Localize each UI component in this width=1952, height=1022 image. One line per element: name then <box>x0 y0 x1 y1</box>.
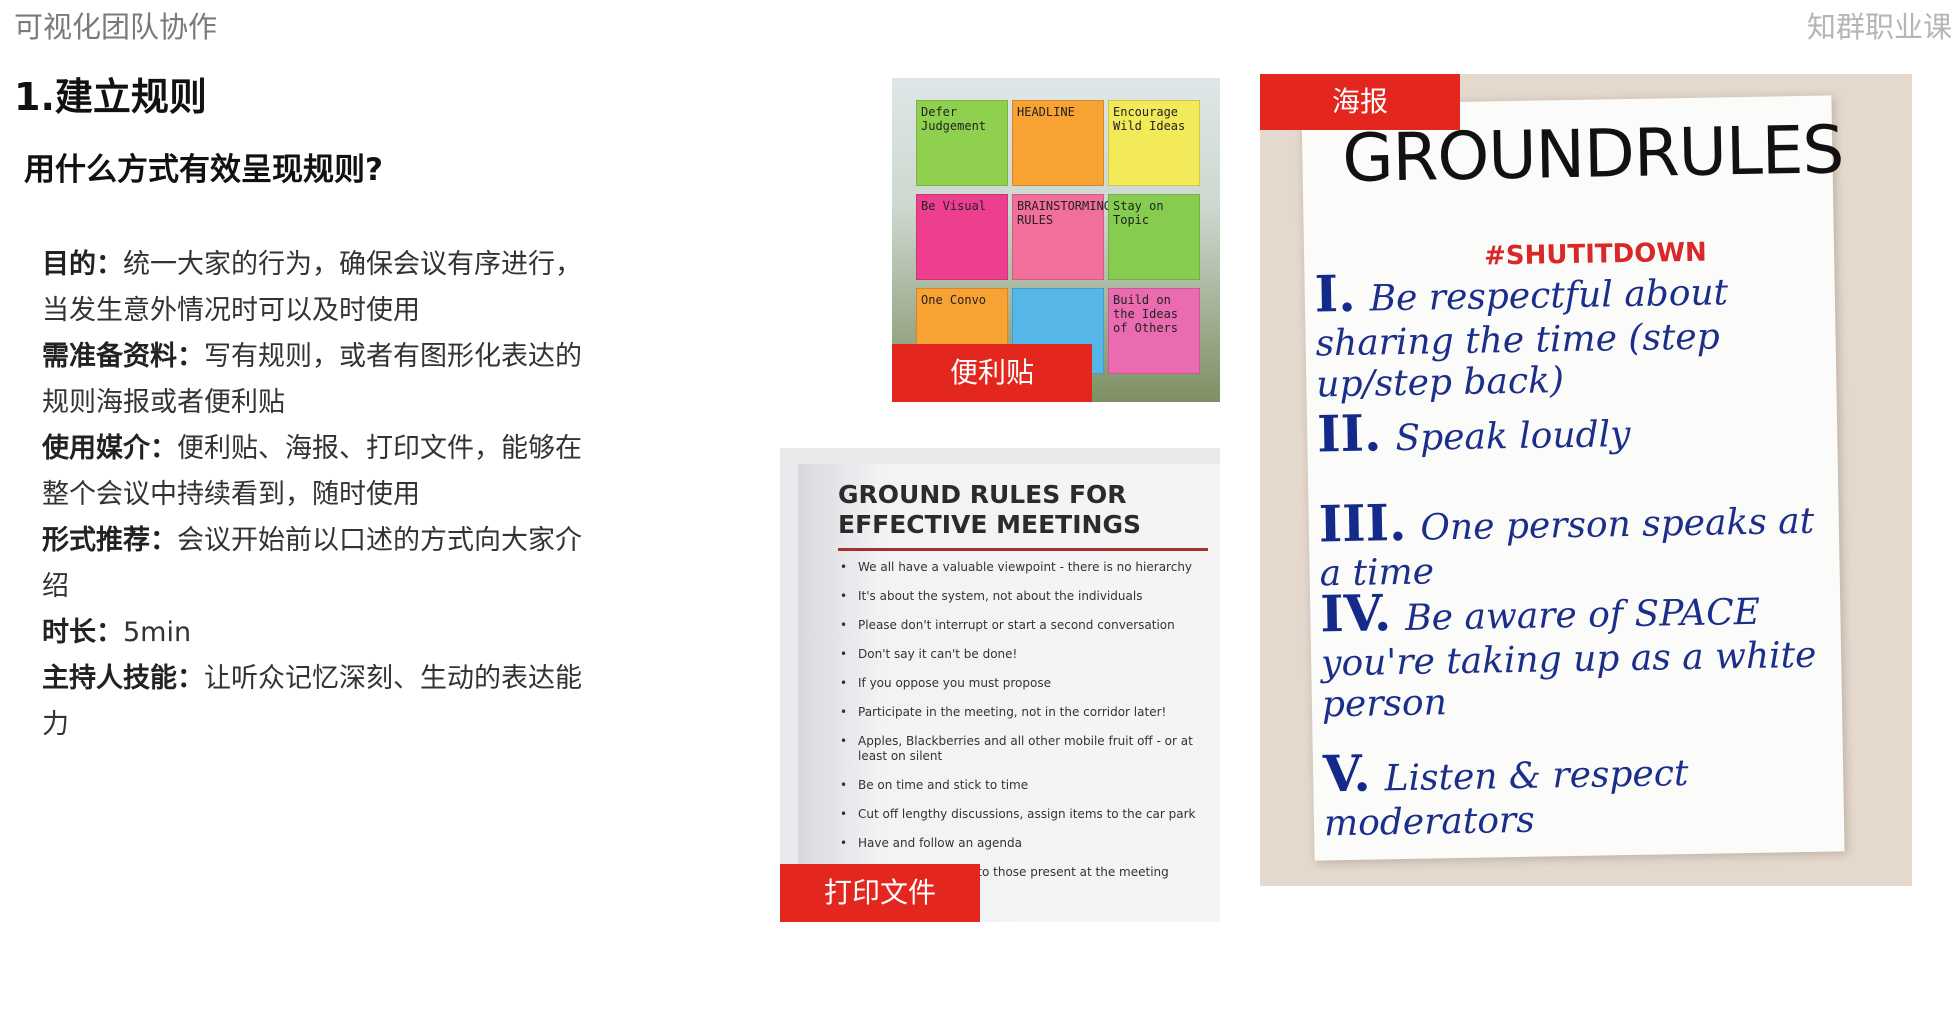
poster-rule-text: Be respectful about sharing the time (st… <box>1315 272 1729 406</box>
header-course-title: 可视化团队协作 <box>14 10 218 44</box>
item-duration: 时长：5min <box>42 610 602 656</box>
print-rule-list: We all have a valuable viewpoint - there… <box>838 560 1218 894</box>
tag-poster: 海报 <box>1260 74 1460 130</box>
poster-rule-number: II. <box>1316 403 1382 464</box>
sticky-note: Be Visual <box>916 194 1008 280</box>
header-brand: 知群职业课 <box>1806 10 1952 44</box>
section-subtitle: 用什么方式有效呈现规则? <box>24 152 383 188</box>
print-heading-line-1: GROUND RULES FOR <box>838 480 1127 509</box>
sticky-notes-photo: Defer Judgement HEADLINE Encourage Wild Id… <box>892 78 1220 402</box>
item-text: 让听众记忆深刻、生动的表达能力 <box>42 663 582 740</box>
item-text: 5min <box>123 617 192 648</box>
print-rule-item: Participate in the meeting, not in the c… <box>838 705 1218 720</box>
print-rule-item: If you oppose you must propose <box>838 676 1218 691</box>
item-label: 使用媒介： <box>42 433 177 464</box>
poster-photo: GROUNDRULES #SHUTITDOWN I. Be respectful … <box>1260 74 1912 886</box>
print-heading-line-2: EFFECTIVE MEETINGS <box>838 510 1141 539</box>
sticky-note: Defer Judgement <box>916 100 1008 186</box>
poster-rule-line: IV. Be aware of SPACE you're taking up as… <box>1320 575 1842 725</box>
poster-rule-number: III. <box>1318 492 1407 554</box>
item-text: 便利贴、海报、打印文件，能够在整个会议中持续看到，随时使用 <box>42 433 582 510</box>
print-divider <box>838 548 1208 551</box>
tag-print: 打印文件 <box>780 864 980 922</box>
item-label: 需准备资料： <box>42 341 204 372</box>
sticky-note: Build on the Ideas of Others <box>1108 288 1200 374</box>
item-text: 会议开始前以口述的方式向大家介绍 <box>42 525 582 602</box>
print-rule-item: Please don't interrupt or start a second… <box>838 618 1218 633</box>
printed-rules-photo: GROUND RULES FOR EFFECTIVE MEETINGS We a… <box>780 448 1220 922</box>
item-label: 时长： <box>42 617 123 648</box>
sticky-note: HEADLINE <box>1012 100 1104 186</box>
item-materials: 需准备资料：写有规则，或者有图形化表达的规则海报或者便利贴 <box>42 334 602 426</box>
print-heading: GROUND RULES FOR EFFECTIVE MEETINGS <box>838 480 1141 540</box>
description-block: 目的：统一大家的行为，确保会议有序进行，当发生意外情况时可以及时使用 需准备资料… <box>42 242 602 748</box>
sticky-note: Encourage Wild Ideas <box>1108 100 1200 186</box>
item-purpose: 目的：统一大家的行为，确保会议有序进行，当发生意外情况时可以及时使用 <box>42 242 602 334</box>
poster-paper: GROUNDRULES #SHUTITDOWN I. Be respectful … <box>1301 95 1845 861</box>
poster-rule-text: Be aware of SPACE you're taking up as a … <box>1320 591 1817 726</box>
tag-sticky: 便利贴 <box>892 344 1092 402</box>
item-label: 形式推荐： <box>42 525 177 556</box>
poster-rule-number: V. <box>1322 743 1372 804</box>
item-media: 使用媒介：便利贴、海报、打印文件，能够在整个会议中持续看到，随时使用 <box>42 426 602 518</box>
item-label: 目的： <box>42 249 123 280</box>
print-rule-item: Cut off lengthy discussions, assign item… <box>838 807 1218 822</box>
poster-rule-number: IV. <box>1319 583 1392 644</box>
printed-sheet: GROUND RULES FOR EFFECTIVE MEETINGS We a… <box>798 464 1220 922</box>
section-title: 1.建立规则 <box>14 75 207 119</box>
sticky-note: BRAINSTORMING RULES <box>1012 194 1111 280</box>
print-rule-item: Be on time and stick to time <box>838 778 1218 793</box>
item-text: 统一大家的行为，确保会议有序进行，当发生意外情况时可以及时使用 <box>42 249 582 326</box>
print-rule-item: Have and follow an agenda <box>838 836 1218 851</box>
item-skill: 主持人技能：让听众记忆深刻、生动的表达能力 <box>42 656 602 748</box>
poster-rule-number: I. <box>1314 263 1357 324</box>
print-rule-item: It's about the system, not about the ind… <box>838 589 1218 604</box>
poster-rule-line: V. Listen & respect moderators <box>1322 735 1845 845</box>
sticky-note: Stay on Topic <box>1108 194 1200 280</box>
item-label: 主持人技能： <box>42 663 204 694</box>
poster-rule-line: I. Be respectful about sharing the time (… <box>1314 255 1836 406</box>
item-text: 写有规则，或者有图形化表达的规则海报或者便利贴 <box>42 341 582 418</box>
print-rule-item: Don't say it can't be done! <box>838 647 1218 662</box>
print-rule-item: We all have a valuable viewpoint - there… <box>838 560 1218 575</box>
item-format: 形式推荐：会议开始前以口述的方式向大家介绍 <box>42 518 602 610</box>
poster-rule-text: Listen & respect moderators <box>1323 753 1689 845</box>
poster-rule-text: Speak loudly <box>1395 413 1631 460</box>
print-rule-item: Apples, Blackberries and all other mobil… <box>838 734 1218 764</box>
poster-rule-line: II. Speak loudly <box>1317 395 1838 463</box>
